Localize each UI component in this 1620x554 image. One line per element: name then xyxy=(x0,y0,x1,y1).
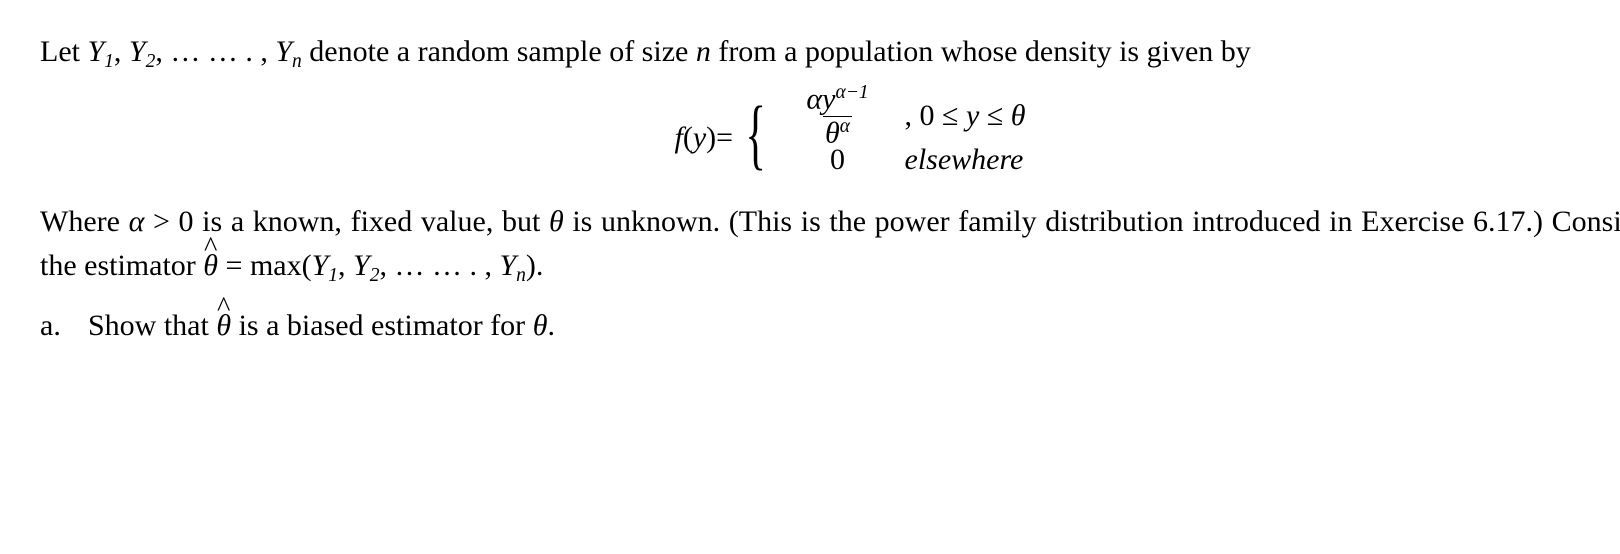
var-alpha: α xyxy=(129,205,145,238)
text: , xyxy=(114,35,129,68)
left-brace: { xyxy=(745,95,766,173)
part-a-body: Show that ^θ is a biased estimator for θ… xyxy=(88,304,555,348)
cond-text: ≤ xyxy=(979,99,1010,132)
equals: = xyxy=(716,116,733,160)
text: , xyxy=(379,249,394,282)
rparen: ) xyxy=(706,116,716,160)
text: = max( xyxy=(218,249,312,282)
ellipsis: … … . , xyxy=(170,35,268,68)
text: is a biased estimator for xyxy=(231,309,533,342)
var-theta: θ xyxy=(549,205,564,238)
text: denote a random sample of size xyxy=(302,35,696,68)
fn-f: f xyxy=(674,116,682,160)
var-theta: θ xyxy=(1011,99,1026,132)
case-1: αyα−1 θα , 0 ≤ y ≤ θ xyxy=(783,94,1026,138)
var-y: y xyxy=(693,116,706,160)
text: Where xyxy=(40,205,129,238)
ellipsis: … … . , xyxy=(394,249,492,282)
var-Y1: Y1 xyxy=(312,249,338,282)
text: Let xyxy=(40,35,87,68)
case-2: 0 elsewhere xyxy=(783,138,1026,182)
text: . xyxy=(547,309,555,342)
lparen: ( xyxy=(683,116,693,160)
var-Y1: Y1 xyxy=(87,35,113,68)
elsewhere: elsewhere xyxy=(893,138,1024,182)
part-a: a. Show that ^θ is a biased estimator fo… xyxy=(40,304,1620,348)
text: , xyxy=(155,35,170,68)
var-n: n xyxy=(696,35,711,68)
zero: 0 xyxy=(783,138,893,182)
text: ). xyxy=(526,249,544,282)
where-paragraph: Where α > 0 is a known, fixed value, but… xyxy=(40,200,1620,290)
text: Show that xyxy=(88,309,216,342)
density-equation: f(y) = { αyα−1 θα , 0 ≤ y ≤ θ 0 elsewher… xyxy=(40,94,1620,182)
part-a-label: a. xyxy=(40,304,66,348)
var-Yn: Yn xyxy=(275,35,301,68)
theta-hat: ^θ xyxy=(203,244,218,288)
text: from a population whose density is given… xyxy=(711,35,1251,68)
piecewise-cases: αyα−1 θα , 0 ≤ y ≤ θ 0 elsewhere xyxy=(783,94,1026,182)
cond-text: , 0 ≤ xyxy=(905,99,966,132)
theta-hat: ^θ xyxy=(216,304,231,348)
var-y: y xyxy=(966,99,979,132)
intro-paragraph: Let Y1, Y2, … … . , Yn denote a random s… xyxy=(40,30,1620,76)
var-theta: θ xyxy=(533,309,548,342)
var-Y2: Y2 xyxy=(353,249,379,282)
var-Y2: Y2 xyxy=(129,35,155,68)
text: , xyxy=(338,249,353,282)
var-Yn: Yn xyxy=(499,249,525,282)
